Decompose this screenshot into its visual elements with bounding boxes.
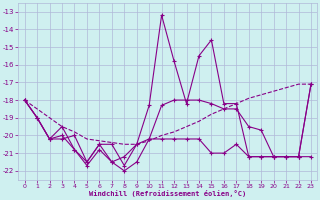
X-axis label: Windchill (Refroidissement éolien,°C): Windchill (Refroidissement éolien,°C) [89, 190, 246, 197]
